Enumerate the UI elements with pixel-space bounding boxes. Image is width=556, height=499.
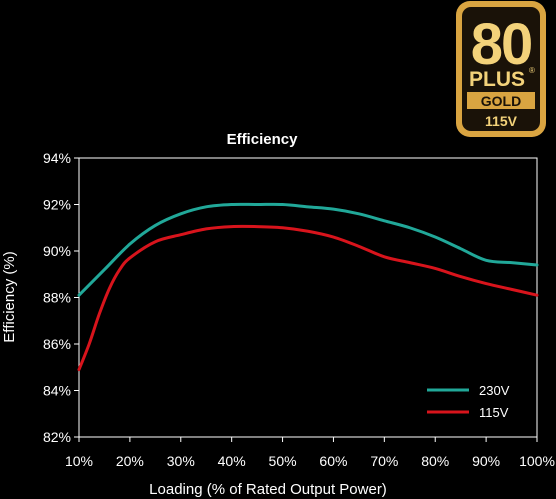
y-tick-label: 86% — [43, 336, 71, 352]
x-tick-label: 100% — [519, 453, 555, 469]
x-axis-label: Loading (% of Rated Output Power) — [149, 481, 387, 498]
y-tick-label: 82% — [43, 429, 71, 445]
badge-plus: PLUS — [469, 68, 525, 91]
x-tick-label: 50% — [269, 453, 297, 469]
badge-voltage: 115V — [485, 113, 518, 129]
plot-area — [78, 157, 538, 438]
badge-tier-band — [467, 92, 535, 109]
x-tick-label: 90% — [472, 453, 500, 469]
80-plus-gold-badge: 80 PLUS ® GOLD 115V — [456, 1, 546, 137]
x-tick-label: 60% — [319, 453, 347, 469]
y-tick-label: 94% — [43, 150, 71, 166]
badge-tier: GOLD — [481, 93, 521, 109]
y-tick-label: 90% — [43, 243, 71, 259]
legend-label-115v: 115V — [479, 405, 509, 420]
y-tick-label: 92% — [43, 197, 71, 213]
y-axis: 82% 84% 86% 88% 90% 92% 94% — [43, 150, 79, 445]
series-lines — [77, 202, 539, 372]
y-tick-label: 88% — [43, 290, 71, 306]
badge-number: 80 — [471, 12, 532, 77]
x-tick-label: 10% — [65, 453, 93, 469]
x-tick-label: 30% — [167, 453, 195, 469]
badge-registered: ® — [529, 66, 535, 75]
x-tick-label: 20% — [116, 453, 144, 469]
legend-label-230v: 230V — [479, 383, 510, 398]
x-axis: 10% 20% 30% 40% 50% 60% 70% 80% 90% 100% — [65, 437, 555, 469]
x-tick-label: 80% — [421, 453, 449, 469]
series-line-115v — [77, 224, 539, 372]
x-tick-label: 40% — [218, 453, 246, 469]
y-tick-label: 84% — [43, 383, 71, 399]
x-tick-label: 70% — [370, 453, 398, 469]
chart-title: Efficiency — [227, 131, 299, 148]
y-axis-label: Efficiency (%) — [1, 251, 18, 342]
series-line-230v — [77, 202, 539, 297]
legend: 230V 115V — [427, 383, 510, 420]
